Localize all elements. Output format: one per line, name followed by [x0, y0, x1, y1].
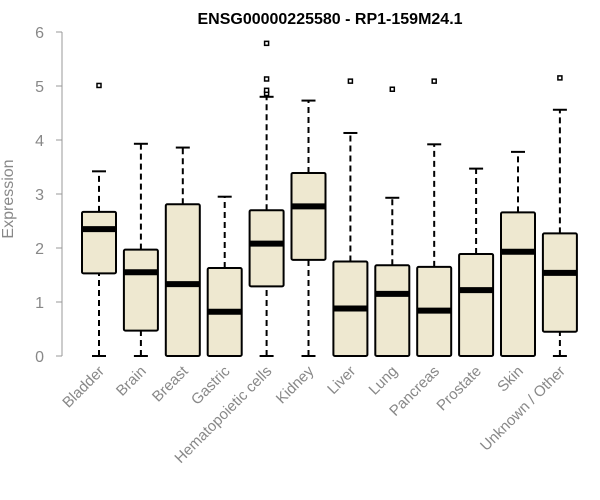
x-label-6: Liver — [324, 363, 359, 398]
y-tick-label-5: 5 — [35, 79, 44, 96]
box-rect-1 — [122, 248, 159, 332]
outlier-4-1 — [263, 87, 270, 94]
y-tick-label-2: 2 — [35, 241, 44, 258]
outlier-8-0 — [431, 78, 437, 84]
y-axis: 0 1 2 3 4 5 6 — [35, 25, 63, 366]
box-rect-5 — [290, 171, 327, 261]
x-label-1: Brain — [113, 363, 150, 400]
x-label-7: Lung — [366, 363, 402, 399]
outlier-4-2 — [263, 76, 270, 82]
box-rect-10 — [500, 211, 536, 357]
box-10 — [500, 150, 536, 357]
box-4 — [248, 40, 285, 357]
outlier-11-0 — [557, 75, 563, 81]
box-8 — [416, 78, 453, 357]
box-6 — [332, 78, 369, 357]
box-rect-0 — [81, 210, 117, 275]
y-tick-label-4: 4 — [35, 133, 44, 150]
x-label-10: Skin — [494, 363, 527, 396]
box-rect-7 — [374, 264, 411, 357]
box-1 — [122, 142, 159, 357]
box-rect-4 — [248, 209, 285, 288]
box-0 — [81, 82, 117, 357]
box-2 — [164, 146, 201, 357]
box-3 — [206, 195, 243, 358]
box-rect-2 — [164, 203, 201, 357]
boxes — [81, 40, 578, 358]
outlier-0-0 — [96, 82, 102, 89]
x-label-0: Bladder — [59, 363, 108, 412]
y-axis-label: Expression — [0, 159, 17, 238]
chart-title: ENSG00000225580 - RP1-159M24.1 — [197, 11, 462, 28]
x-label-2: Breast — [149, 362, 192, 405]
x-label-9: Prostate — [433, 363, 485, 415]
box-rect-9 — [458, 252, 495, 357]
box-5 — [290, 99, 327, 357]
outlier-6-0 — [347, 78, 354, 84]
y-tick-label-0: 0 — [35, 349, 44, 366]
box-11 — [541, 75, 578, 357]
y-tick-label-3: 3 — [35, 187, 44, 204]
outlier-4-3 — [263, 40, 270, 47]
box-9 — [458, 167, 495, 357]
y-tick-label-6: 6 — [35, 25, 44, 42]
x-label-5: Kidney — [273, 362, 318, 407]
box-rect-11 — [541, 232, 578, 333]
y-tick-label-1: 1 — [35, 295, 44, 312]
outlier-7-0 — [389, 86, 396, 92]
box-7 — [374, 86, 411, 357]
